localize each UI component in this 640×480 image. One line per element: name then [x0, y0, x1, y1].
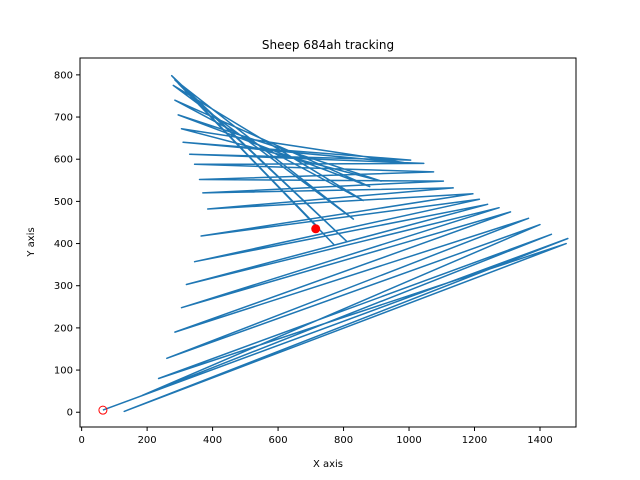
y-tick-label: 100 [54, 366, 73, 377]
trajectory-line [102, 74, 569, 413]
y-tick-label: 800 [54, 70, 73, 81]
plot-frame [79, 57, 577, 428]
start-marker [98, 405, 108, 415]
x-tick-label: 800 [334, 435, 353, 446]
y-tick-label: 200 [54, 323, 73, 334]
y-tick-label: 400 [54, 239, 73, 250]
x-tick-label: 1000 [396, 435, 421, 446]
x-axis-label: X axis [313, 459, 343, 470]
y-tick-label: 700 [54, 113, 73, 124]
x-tick-label: 1400 [527, 435, 552, 446]
y-tick-label: 0 [67, 408, 73, 419]
x-tick-label: 400 [203, 435, 222, 446]
y-axis-label: Y axis [26, 227, 37, 257]
x-tick-label: 600 [269, 435, 288, 446]
x-tick-label: 200 [138, 435, 157, 446]
x-tick-label: 1200 [462, 435, 487, 446]
y-tick-label: 600 [54, 155, 73, 166]
y-tick-label: 300 [54, 281, 73, 292]
end-marker [311, 224, 321, 234]
x-tick-label: 0 [78, 435, 84, 446]
y-tick-label: 500 [54, 197, 73, 208]
chart-title: Sheep 684ah tracking [262, 38, 394, 52]
plot-area [79, 57, 577, 428]
y-axis-ticks: 0 100 200 300 400 500 600 700 800 [54, 70, 80, 419]
x-axis-ticks: 0 200 400 600 800 1000 1200 1400 [78, 427, 553, 446]
